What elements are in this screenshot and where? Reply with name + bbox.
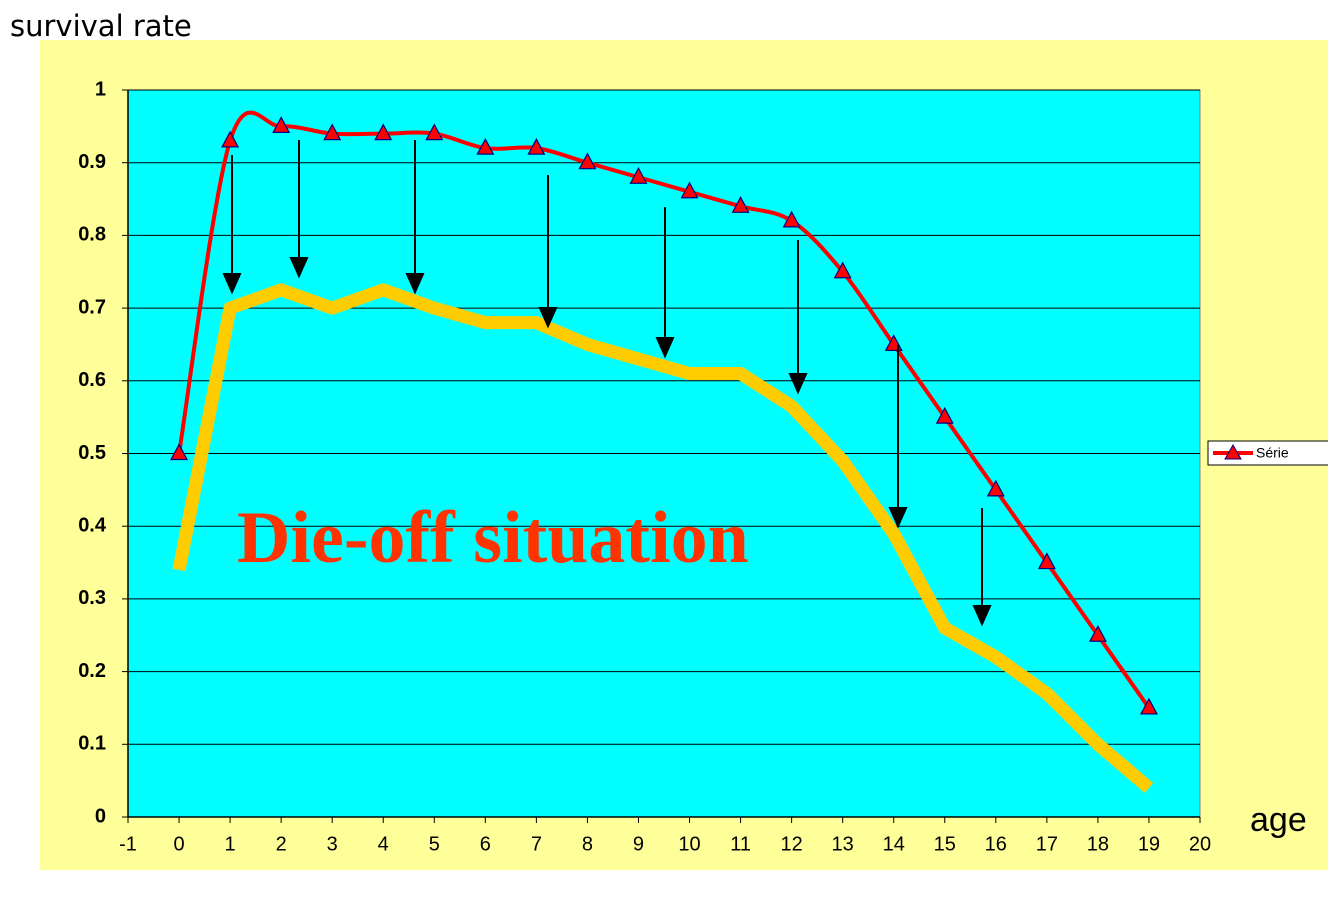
x-tick-label: 9	[633, 833, 644, 855]
x-tick-label: 2	[276, 833, 287, 855]
marker	[1037, 552, 1056, 570]
marker	[680, 181, 699, 199]
y-tick-label: 0.1	[78, 733, 106, 755]
legend: Série	[1207, 440, 1328, 466]
y-tick-label: 0.3	[78, 587, 106, 609]
marker	[170, 443, 189, 461]
arrow-head	[888, 507, 908, 529]
y-tick-label: 1	[95, 78, 106, 100]
x-tick-label: 20	[1189, 833, 1211, 855]
marker	[374, 123, 393, 141]
x-tick-label: 7	[531, 833, 542, 855]
marker	[935, 406, 954, 424]
y-tick-label: 0.6	[78, 369, 106, 391]
grid: 00.10.20.30.40.50.60.70.80.91-1 0 1 2 3 4 5 6 7 8…	[78, 78, 1211, 855]
arrow-head	[222, 273, 242, 295]
arrow-head	[972, 605, 992, 627]
x-tick-label: 13	[832, 833, 854, 855]
y-tick-label: 0.5	[78, 442, 106, 464]
arrow-head	[788, 373, 808, 395]
marker	[527, 137, 546, 155]
x-tick-label: 0	[173, 833, 184, 855]
x-tick-label: 19	[1138, 833, 1160, 855]
annotation: Die-off situation	[237, 497, 749, 579]
marker	[323, 123, 342, 141]
y-tick-label: 0.2	[78, 660, 106, 682]
y-tick-label: 0	[95, 805, 106, 827]
x-tick-label: 18	[1087, 833, 1109, 855]
marker	[833, 261, 852, 279]
x-tick-label: 16	[985, 833, 1007, 855]
x-tick-label: 11	[730, 833, 751, 855]
arrow-head	[289, 257, 309, 279]
legend-label: Série	[1256, 445, 1289, 461]
x-tick-label: 17	[1036, 833, 1058, 855]
arrow-head	[538, 307, 558, 329]
x-tick-label: 5	[429, 833, 440, 855]
marker	[1088, 624, 1107, 642]
marker	[782, 210, 801, 228]
arrow-head	[405, 273, 425, 295]
y-axis-label: survival rate	[10, 9, 192, 43]
x-axis-label: age	[1250, 801, 1307, 839]
x-tick-label: 6	[480, 833, 491, 855]
y-tick-label: 0.4	[78, 514, 107, 536]
x-tick-label: 3	[327, 833, 338, 855]
marker	[476, 137, 495, 155]
legend-marker	[1224, 443, 1242, 460]
y-tick-label: 0.7	[78, 296, 106, 318]
x-tick-label: 8	[582, 833, 593, 855]
x-tick-label: 10	[678, 833, 700, 855]
x-tick-label: 12	[780, 833, 802, 855]
marker	[731, 196, 750, 213]
marker	[1139, 697, 1158, 715]
marker	[986, 479, 1005, 497]
x-tick-label: 15	[934, 833, 956, 855]
marker	[578, 152, 597, 170]
marker	[425, 123, 444, 141]
arrows	[222, 140, 992, 627]
x-tick-label: 14	[883, 833, 905, 855]
marker	[629, 166, 648, 184]
x-tick-label: -1	[119, 833, 137, 855]
arrow-head	[655, 337, 675, 359]
y-tick-label: 0.8	[78, 224, 106, 246]
series-line	[172, 283, 1154, 793]
marker	[272, 116, 291, 133]
x-tick-label: 4	[378, 833, 389, 855]
x-tick-label: 1	[225, 833, 236, 855]
y-tick-label: 0.9	[78, 151, 106, 173]
marker	[221, 130, 240, 148]
